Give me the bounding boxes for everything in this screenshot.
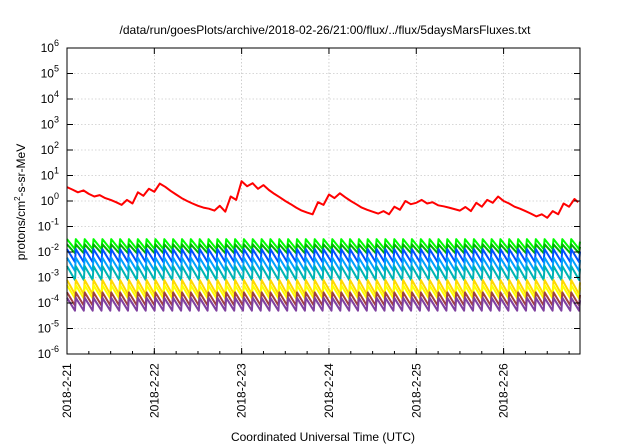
y-axis: 10-6 10-5 10-4 10-3 10-2 10-1 100 101 102 103 104 1… — [38, 38, 580, 361]
x-tick-label: 2018-2-26 — [497, 363, 511, 418]
chart-title: /data/run/goesPlots/archive/2018-02-26/2… — [120, 23, 532, 37]
y-tick-label: 103 — [41, 115, 59, 132]
y-axis-label-suffix: -s-sr-MeV — [14, 144, 28, 197]
y-axis-label-prefix: protons/cm — [14, 201, 28, 260]
series-group — [66, 180, 581, 312]
x-tick-label: 2018-2-23 — [235, 363, 249, 418]
series-line-0 — [66, 180, 579, 219]
y-tick-label: 10-1 — [38, 217, 59, 234]
y-tick-label: 10-6 — [38, 344, 59, 361]
x-tick-label: 2018-2-22 — [147, 363, 161, 418]
series-line-5 — [66, 265, 581, 281]
y-tick-label: 100 — [41, 191, 59, 208]
y-tick-label: 105 — [41, 64, 59, 81]
y-axis-label-superscript: 2 — [13, 196, 22, 201]
y-tick-label: 102 — [41, 140, 59, 157]
y-tick-label: 10-4 — [38, 293, 59, 310]
x-axis: 2018-2-21 2018-2-22 2018-2-23 2018-2-24 2018… — [60, 48, 570, 418]
y-tick-label: 10-5 — [38, 319, 59, 336]
y-tick-label: 106 — [41, 38, 59, 55]
x-axis-label: Coordinated Universal Time (UTC) — [231, 430, 415, 444]
y-tick-label: 10-3 — [38, 268, 59, 285]
series-line-9 — [66, 296, 581, 312]
x-tick-label: 2018-2-24 — [322, 363, 336, 418]
y-tick-label: 10-2 — [38, 242, 59, 259]
x-tick-label: 2018-2-21 — [60, 363, 74, 418]
y-tick-label: 101 — [41, 166, 59, 183]
x-tick-label: 2018-2-25 — [409, 363, 423, 418]
y-axis-label: protons/cm2-s-sr-MeV — [13, 144, 28, 260]
y-tick-label: 104 — [41, 89, 59, 106]
